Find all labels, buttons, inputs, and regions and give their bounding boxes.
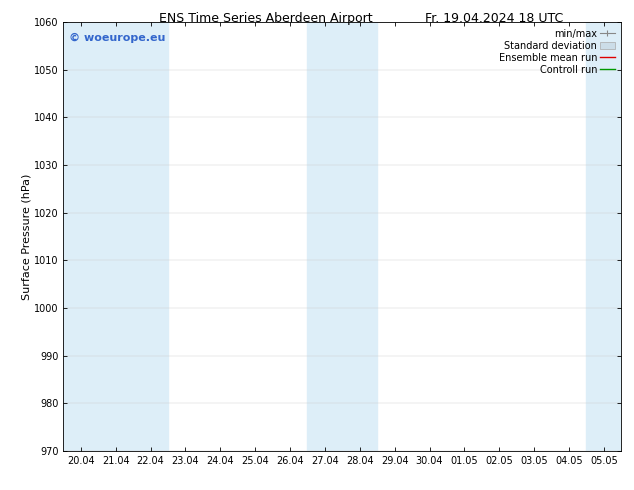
Bar bbox=[133, 22, 168, 451]
Y-axis label: Surface Pressure (hPa): Surface Pressure (hPa) bbox=[21, 173, 31, 299]
Bar bbox=[586, 22, 621, 451]
Text: Fr. 19.04.2024 18 UTC: Fr. 19.04.2024 18 UTC bbox=[425, 12, 564, 25]
Bar bbox=[63, 22, 133, 451]
Text: © woeurope.eu: © woeurope.eu bbox=[69, 33, 165, 43]
Legend: min/max, Standard deviation, Ensemble mean run, Controll run: min/max, Standard deviation, Ensemble me… bbox=[496, 27, 616, 76]
Text: ENS Time Series Aberdeen Airport: ENS Time Series Aberdeen Airport bbox=[160, 12, 373, 25]
Bar bbox=[307, 22, 377, 451]
